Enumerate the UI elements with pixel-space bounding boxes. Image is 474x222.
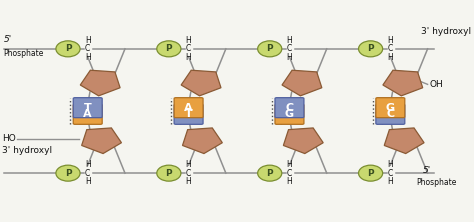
Text: OH: OH bbox=[430, 80, 444, 89]
Text: T: T bbox=[84, 103, 91, 113]
Text: C: C bbox=[287, 169, 292, 178]
FancyBboxPatch shape bbox=[184, 116, 193, 120]
Text: 3' hydroxyl: 3' hydroxyl bbox=[421, 27, 471, 36]
Text: H: H bbox=[287, 53, 292, 62]
FancyBboxPatch shape bbox=[184, 102, 193, 106]
Polygon shape bbox=[283, 128, 323, 154]
FancyBboxPatch shape bbox=[174, 104, 203, 124]
FancyBboxPatch shape bbox=[376, 98, 405, 118]
Text: H: H bbox=[387, 53, 393, 62]
Polygon shape bbox=[384, 128, 424, 154]
Text: HO: HO bbox=[2, 134, 16, 143]
Text: G: G bbox=[386, 103, 395, 113]
FancyBboxPatch shape bbox=[376, 104, 405, 124]
Text: H: H bbox=[186, 36, 191, 45]
Text: P: P bbox=[266, 169, 273, 178]
Text: H: H bbox=[85, 36, 91, 45]
Text: H: H bbox=[387, 160, 393, 169]
FancyBboxPatch shape bbox=[83, 116, 92, 120]
Text: P: P bbox=[266, 44, 273, 53]
Text: C: C bbox=[285, 103, 293, 113]
Polygon shape bbox=[182, 128, 222, 154]
FancyBboxPatch shape bbox=[385, 116, 395, 120]
Polygon shape bbox=[82, 128, 121, 154]
Text: C: C bbox=[388, 44, 393, 53]
Text: 3' hydroxyl: 3' hydroxyl bbox=[2, 147, 52, 155]
Ellipse shape bbox=[56, 165, 80, 181]
FancyBboxPatch shape bbox=[73, 104, 102, 124]
Ellipse shape bbox=[358, 41, 383, 57]
Text: C: C bbox=[186, 169, 191, 178]
Text: G: G bbox=[285, 109, 294, 119]
Text: H: H bbox=[287, 36, 292, 45]
Text: T: T bbox=[185, 109, 192, 119]
Text: C: C bbox=[186, 44, 191, 53]
Text: C: C bbox=[388, 169, 393, 178]
Text: H: H bbox=[85, 160, 91, 169]
FancyBboxPatch shape bbox=[284, 102, 294, 106]
Ellipse shape bbox=[258, 41, 282, 57]
Text: P: P bbox=[367, 44, 374, 53]
Text: P: P bbox=[64, 44, 71, 53]
Text: P: P bbox=[165, 44, 172, 53]
Text: C: C bbox=[85, 44, 91, 53]
Ellipse shape bbox=[258, 165, 282, 181]
Text: Phosphate: Phosphate bbox=[3, 49, 44, 58]
FancyBboxPatch shape bbox=[275, 98, 304, 118]
Text: A: A bbox=[184, 103, 193, 113]
Text: H: H bbox=[85, 53, 91, 62]
Text: H: H bbox=[287, 160, 292, 169]
Text: H: H bbox=[387, 36, 393, 45]
Text: C: C bbox=[287, 44, 292, 53]
FancyBboxPatch shape bbox=[83, 102, 92, 106]
FancyBboxPatch shape bbox=[73, 98, 102, 118]
Text: C: C bbox=[386, 109, 394, 119]
Ellipse shape bbox=[56, 41, 80, 57]
Text: Phosphate: Phosphate bbox=[417, 178, 457, 186]
Text: C: C bbox=[85, 169, 91, 178]
Text: H: H bbox=[186, 177, 191, 186]
Text: H: H bbox=[287, 177, 292, 186]
Polygon shape bbox=[80, 70, 120, 96]
Text: 5': 5' bbox=[3, 36, 12, 44]
Text: P: P bbox=[367, 169, 374, 178]
Text: H: H bbox=[387, 177, 393, 186]
Text: A: A bbox=[83, 109, 92, 119]
FancyBboxPatch shape bbox=[275, 104, 304, 124]
Text: P: P bbox=[64, 169, 71, 178]
Text: P: P bbox=[165, 169, 172, 178]
FancyBboxPatch shape bbox=[385, 102, 395, 106]
Text: H: H bbox=[85, 177, 91, 186]
Polygon shape bbox=[181, 70, 221, 96]
Ellipse shape bbox=[157, 41, 181, 57]
Polygon shape bbox=[383, 70, 423, 96]
Text: H: H bbox=[186, 160, 191, 169]
Text: H: H bbox=[186, 53, 191, 62]
Text: 5': 5' bbox=[423, 166, 431, 175]
Polygon shape bbox=[282, 70, 322, 96]
FancyBboxPatch shape bbox=[174, 98, 203, 118]
FancyBboxPatch shape bbox=[284, 116, 294, 120]
Ellipse shape bbox=[358, 165, 383, 181]
Ellipse shape bbox=[157, 165, 181, 181]
